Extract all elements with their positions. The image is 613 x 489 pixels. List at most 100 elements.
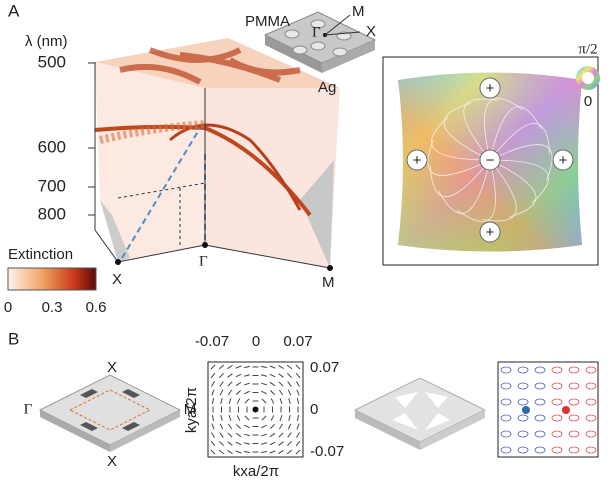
quiver-arrow	[270, 424, 275, 429]
charge-circle	[479, 149, 501, 171]
quiver-arrow	[211, 389, 215, 396]
colorbar-title: Extinction	[8, 246, 73, 263]
top-bands	[119, 47, 301, 85]
quiver-center	[252, 406, 259, 413]
quiver-arrow	[211, 381, 215, 387]
quiver-arrows	[210, 364, 301, 455]
vortex-loop	[585, 430, 597, 438]
corner-dot	[202, 242, 208, 248]
triangle-holes	[392, 392, 450, 430]
quiver-arrow	[270, 390, 275, 395]
vortex-loop	[585, 398, 597, 406]
vortex-loop	[517, 414, 529, 422]
streamlines	[427, 98, 553, 222]
quiver-arrow	[236, 415, 241, 421]
quiver-arrow	[278, 373, 284, 378]
vortex-loop	[534, 382, 546, 390]
triangle-side	[355, 410, 420, 450]
arrow	[121, 127, 201, 259]
inset-label: PMMA	[245, 13, 290, 30]
vortex-loop	[551, 446, 563, 454]
colorbar-tick: 0.6	[86, 299, 107, 316]
inset-label: Ag	[318, 79, 336, 96]
quiver-arrow	[211, 432, 215, 438]
quiver-arrow	[220, 414, 223, 422]
vortex-loop	[534, 446, 546, 454]
quiver-arrow	[270, 415, 275, 421]
quiver-arrow	[288, 397, 291, 405]
quiver-arrow	[243, 450, 251, 454]
lattice-label: X	[107, 453, 117, 470]
corner-label: X	[112, 271, 122, 288]
quiver-arrow	[279, 414, 283, 422]
quiver-arrow	[227, 423, 233, 430]
charge-circle	[479, 221, 501, 243]
quiver-arrow	[243, 442, 251, 445]
streamline	[463, 98, 498, 161]
inset-side	[322, 40, 375, 73]
panel-label: A	[8, 1, 20, 20]
quiver-arrow	[261, 424, 267, 429]
quiver-arrow	[287, 389, 292, 396]
vortex-loop	[500, 446, 512, 454]
quiver-arrow	[296, 381, 300, 387]
quiver-arrow	[219, 373, 224, 378]
streamline	[438, 159, 491, 214]
quiver-arrow	[269, 441, 276, 446]
quiver-arrow	[269, 373, 276, 378]
corner-dot	[327, 265, 333, 271]
quiver-arrow	[218, 449, 225, 455]
quiver-arrow	[235, 365, 242, 369]
quiver-arrow	[270, 398, 275, 404]
vortex-loop	[551, 430, 563, 438]
vortex-loop	[534, 366, 546, 374]
quiver-arrow	[219, 432, 224, 438]
map-frame	[382, 56, 599, 266]
lattice-label: M	[184, 401, 197, 418]
quiver-arrow	[219, 441, 224, 446]
streamline	[431, 116, 491, 161]
wheel-label: π/2	[578, 41, 597, 57]
quiver-arrow	[286, 364, 293, 370]
quiver-arrow	[295, 364, 301, 370]
vortex-loop	[500, 430, 512, 438]
quiver-arrow	[278, 432, 284, 438]
streamline	[484, 98, 523, 161]
vortex-loop	[517, 366, 529, 374]
inset-label: Γ	[312, 24, 321, 40]
vortex-loops	[500, 366, 597, 454]
quiver-arrow	[287, 373, 292, 378]
quiver-arrow	[287, 423, 292, 430]
quiver-arrow	[211, 423, 215, 430]
quiver-arrow	[244, 398, 250, 404]
vortex-frame	[497, 361, 599, 458]
quiver-arrow	[228, 397, 232, 405]
quiver-arrow	[243, 374, 251, 377]
streamline	[489, 159, 549, 204]
quiver-arrow	[219, 381, 224, 387]
quiver-tick: -0.07	[195, 333, 229, 350]
quiver-arrow	[235, 450, 242, 454]
vortex-loop	[585, 446, 597, 454]
lattice-holes	[80, 389, 140, 431]
vortex-center	[522, 406, 530, 414]
vortex-loop	[568, 430, 580, 438]
inset-line	[324, 14, 351, 36]
streamline	[489, 122, 551, 161]
quiver-arrow	[269, 450, 276, 454]
quiver-arrow	[235, 381, 242, 387]
quiver-arrow	[288, 414, 291, 422]
vortex-loop	[551, 398, 563, 406]
gray-edge	[100, 200, 130, 262]
streamline	[489, 144, 553, 181]
charge-sign: +	[413, 152, 422, 169]
charge-sign: −	[486, 152, 495, 169]
quiver-arrow	[228, 414, 232, 422]
inset-line	[324, 31, 361, 36]
triangle-plate	[353, 377, 487, 443]
quiver-arrow	[220, 397, 223, 405]
quiver-arrow	[260, 450, 268, 454]
quiver-arrow	[296, 389, 300, 396]
quiver-arrow	[287, 432, 292, 438]
